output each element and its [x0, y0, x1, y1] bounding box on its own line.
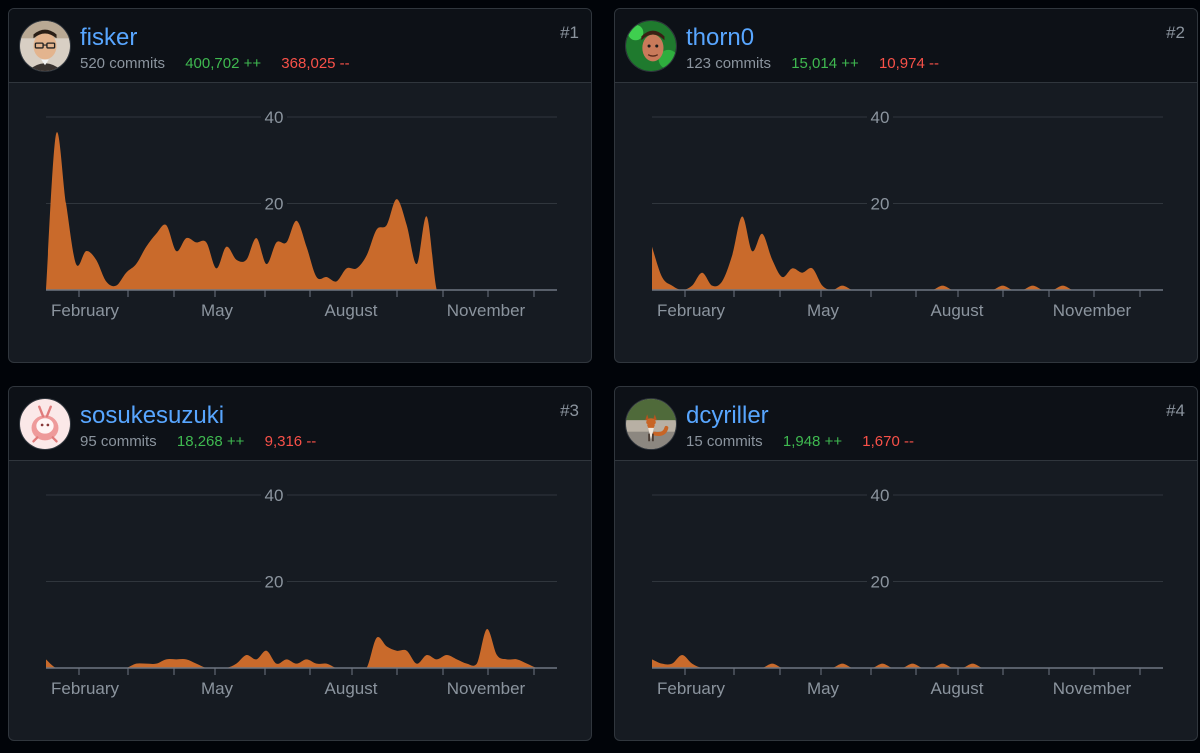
contribution-stats: 520 commits 400,702 ++ 368,025 -- [80, 55, 350, 73]
x-tick-label: November [447, 301, 526, 320]
commit-count[interactable]: 123 commits [686, 55, 772, 72]
rank-label: #3 [560, 401, 579, 420]
commit-activity-chart: 20 40 February May August November [46, 485, 557, 698]
additions-count: 18,268 ++ [176, 433, 245, 450]
contribution-stats: 123 commits 15,014 ++ 10,974 -- [686, 55, 939, 73]
username-link[interactable]: sosukesuzuki [80, 402, 225, 429]
commit-count[interactable]: 95 commits [80, 433, 157, 450]
avatar[interactable] [625, 398, 677, 450]
x-tick-label: November [447, 679, 526, 698]
commit-activity-chart: 20 40 February May August November [46, 107, 557, 320]
rank-label: #4 [1166, 401, 1185, 420]
username-link[interactable]: thorn0 [686, 24, 755, 51]
y-tick-label-bg [867, 107, 893, 127]
contributor-card: thorn0 123 commits 15,014 ++ 10,974 -- #… [614, 8, 1198, 363]
y-tick-label-bg [261, 107, 287, 127]
card-header: sosukesuzuki 95 commits 18,268 ++ 9,316 … [9, 387, 591, 461]
y-tick-label: 20 [265, 573, 284, 592]
avatar[interactable] [19, 398, 71, 450]
username-link[interactable]: fisker [80, 24, 138, 51]
deletions-count: 368,025 -- [281, 55, 350, 72]
contributor-card: fisker 520 commits 400,702 ++ 368,025 --… [8, 8, 592, 363]
card-header: dcyriller 15 commits 1,948 ++ 1,670 -- #… [615, 387, 1197, 461]
y-tick-label: 20 [871, 195, 890, 214]
x-tick-label: May [807, 679, 840, 698]
y-tick-label: 20 [265, 195, 284, 214]
commit-area-series [46, 629, 557, 668]
y-tick-label-bg [261, 485, 287, 505]
deletions-count: 1,670 -- [862, 433, 914, 450]
x-tick-label: May [201, 301, 234, 320]
y-tick-label: 40 [871, 108, 890, 127]
man-with-glasses-avatar-icon [20, 21, 70, 71]
commit-activity-chart: 20 40 February May August November [652, 485, 1163, 698]
deletions-count: 10,974 -- [878, 55, 939, 72]
additions-count: 1,948 ++ [782, 433, 843, 450]
contributor-card: sosukesuzuki 95 commits 18,268 ++ 9,316 … [8, 386, 592, 741]
x-tick-label: November [1053, 679, 1132, 698]
additions-count: 15,014 ++ [791, 55, 859, 72]
x-tick-label: August [931, 301, 984, 320]
commit-area-series [46, 132, 557, 290]
x-tick-label: August [931, 679, 984, 698]
x-tick-label: August [325, 301, 378, 320]
y-tick-label-bg [867, 193, 893, 214]
card-header: fisker 520 commits 400,702 ++ 368,025 --… [9, 9, 591, 83]
x-tick-label: February [51, 301, 120, 320]
commit-area-series [652, 655, 1163, 668]
contribution-stats: 15 commits 1,948 ++ 1,670 -- [686, 433, 914, 451]
y-tick-label-bg [867, 571, 893, 592]
y-tick-label: 40 [265, 108, 284, 127]
rank-label: #1 [560, 23, 579, 42]
contributor-card: dcyriller 15 commits 1,948 ++ 1,670 -- #… [614, 386, 1198, 741]
contribution-stats: 95 commits 18,268 ++ 9,316 -- [80, 433, 316, 451]
x-tick-label: May [201, 679, 234, 698]
pink-cartoon-avatar-icon [20, 399, 70, 449]
green-face-avatar-icon [626, 21, 676, 71]
rank-label: #2 [1166, 23, 1185, 42]
x-tick-label: February [51, 679, 120, 698]
card-header: thorn0 123 commits 15,014 ++ 10,974 -- #… [615, 9, 1197, 83]
y-tick-label-bg [261, 193, 287, 214]
commit-area-series [652, 216, 1163, 290]
y-tick-label: 40 [265, 486, 284, 505]
additions-count: 400,702 ++ [185, 55, 262, 72]
x-tick-label: November [1053, 301, 1132, 320]
avatar[interactable] [19, 20, 71, 72]
deletions-count: 9,316 -- [264, 433, 317, 450]
commit-count[interactable]: 15 commits [686, 433, 763, 450]
x-tick-label: February [657, 679, 726, 698]
x-tick-label: May [807, 301, 840, 320]
x-tick-label: August [325, 679, 378, 698]
username-link[interactable]: dcyriller [686, 402, 769, 429]
commit-count[interactable]: 520 commits [80, 55, 166, 72]
fox-avatar-icon [626, 399, 676, 449]
avatar[interactable] [625, 20, 677, 72]
y-tick-label-bg [261, 571, 287, 592]
y-tick-label-bg [867, 485, 893, 505]
y-tick-label: 20 [871, 573, 890, 592]
y-tick-label: 40 [871, 486, 890, 505]
commit-activity-chart: 20 40 February May August November [652, 107, 1163, 320]
x-tick-label: February [657, 301, 726, 320]
